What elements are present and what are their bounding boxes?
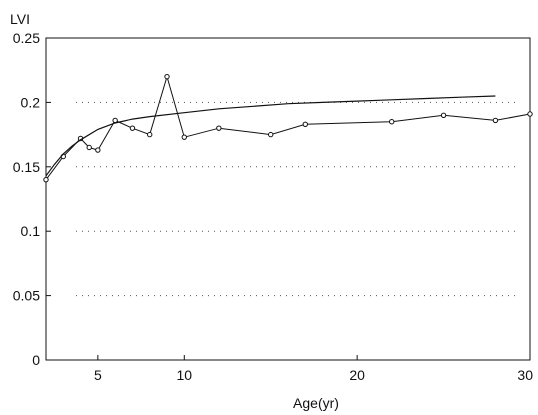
- data-point: [95, 147, 101, 153]
- data-point: [129, 125, 136, 131]
- data-point: [181, 134, 187, 140]
- gridlines: [76, 101, 520, 297]
- plot-frame: [45, 37, 531, 361]
- y-tick-label: 0.25: [13, 30, 40, 46]
- x-axis: 5 10 20 30: [94, 355, 533, 383]
- observed-series-line: [45, 74, 531, 180]
- data-point: [527, 111, 533, 117]
- x-tick-label: 5: [94, 367, 102, 383]
- y-tick-label: 0.1: [21, 223, 41, 239]
- y-tick-label: 0.05: [13, 288, 40, 304]
- data-point: [164, 73, 170, 80]
- x-tick-label: 20: [349, 367, 365, 383]
- data-point: [302, 121, 308, 127]
- data-point: [268, 131, 274, 138]
- y-tick-label: 0.2: [21, 94, 41, 110]
- x-tick-label: 10: [176, 367, 192, 383]
- data-point: [86, 144, 92, 151]
- data-point: [440, 112, 447, 118]
- y-axis-label: LVI: [10, 11, 30, 27]
- data-point: [147, 131, 153, 138]
- data-point: [492, 117, 499, 124]
- data-point: [389, 119, 395, 125]
- y-tick-label: 0: [32, 352, 40, 368]
- series-group: [43, 73, 533, 183]
- x-axis-label: Age(yr): [293, 395, 339, 411]
- data-point: [216, 125, 222, 131]
- x-tick-label: 30: [517, 367, 533, 383]
- y-axis: 0 0.05 0.1 0.15 0.2 0.25: [13, 30, 51, 368]
- y-tick-label: 0.15: [13, 159, 40, 175]
- fitted-curve-line: [45, 95, 496, 177]
- data-point: [112, 117, 118, 124]
- data-point: [43, 176, 49, 183]
